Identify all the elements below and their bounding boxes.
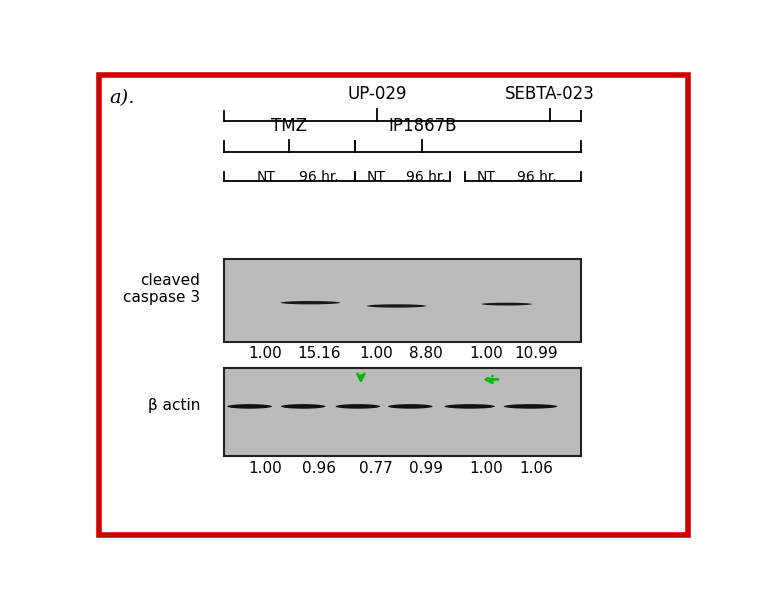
Text: TMZ: TMZ <box>271 117 307 135</box>
Bar <box>224 368 581 456</box>
Text: 1.00: 1.00 <box>469 346 503 361</box>
Bar <box>224 259 581 342</box>
Text: a).: a). <box>109 89 134 107</box>
Text: 15.16: 15.16 <box>297 346 341 361</box>
Text: 1.06: 1.06 <box>519 461 554 476</box>
Text: 96 hr.: 96 hr. <box>517 170 556 184</box>
Text: NT: NT <box>476 170 495 184</box>
Ellipse shape <box>388 404 432 409</box>
Text: 0.96: 0.96 <box>302 461 336 476</box>
Ellipse shape <box>504 404 558 409</box>
Text: 1.00: 1.00 <box>359 346 392 361</box>
Text: cleaved
caspase 3: cleaved caspase 3 <box>123 272 200 305</box>
Text: 96 hr.: 96 hr. <box>300 170 339 184</box>
Ellipse shape <box>336 404 380 409</box>
Text: NT: NT <box>366 170 386 184</box>
Ellipse shape <box>367 304 426 307</box>
Text: 0.99: 0.99 <box>409 461 443 476</box>
Text: 0.77: 0.77 <box>359 461 392 476</box>
Ellipse shape <box>445 404 495 409</box>
Text: 1.00: 1.00 <box>249 461 283 476</box>
Ellipse shape <box>482 303 532 306</box>
Text: IP1867B: IP1867B <box>388 117 456 135</box>
Ellipse shape <box>227 404 272 409</box>
Ellipse shape <box>280 301 340 304</box>
Ellipse shape <box>281 404 326 409</box>
Text: UP-029: UP-029 <box>347 85 407 103</box>
Text: 1.00: 1.00 <box>469 461 503 476</box>
Text: SEBTA-023: SEBTA-023 <box>505 85 594 103</box>
Text: NT: NT <box>257 170 275 184</box>
Text: 1.00: 1.00 <box>249 346 283 361</box>
Text: 8.80: 8.80 <box>409 346 443 361</box>
Text: 10.99: 10.99 <box>515 346 558 361</box>
Text: β actin: β actin <box>147 397 200 413</box>
Text: 96 hr.: 96 hr. <box>406 170 446 184</box>
